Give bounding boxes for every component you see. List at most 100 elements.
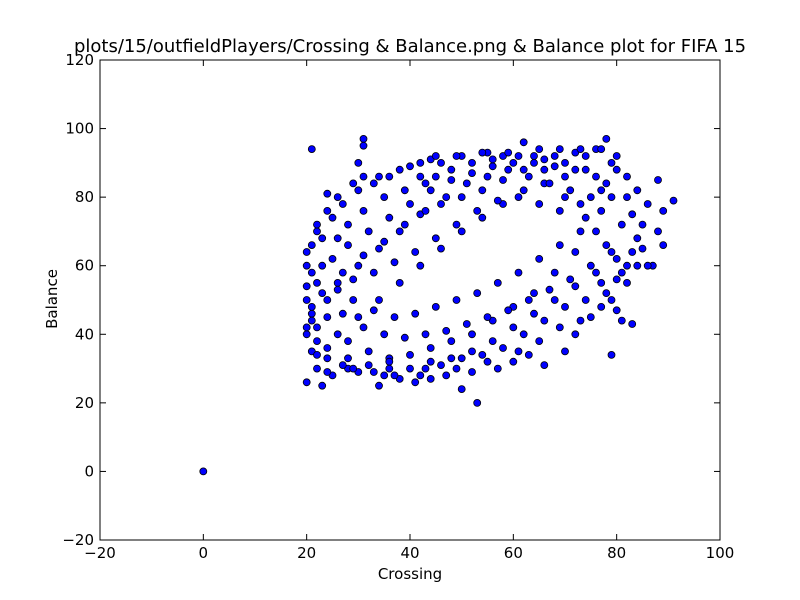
data-point	[514, 347, 523, 356]
data-point	[421, 330, 430, 339]
data-point	[359, 141, 368, 150]
data-point	[535, 145, 544, 154]
data-point	[550, 296, 559, 304]
data-point	[468, 158, 476, 167]
data-point	[302, 378, 311, 387]
data-point	[395, 227, 404, 236]
data-point	[400, 220, 409, 229]
data-point	[468, 330, 476, 339]
data-point	[442, 193, 451, 202]
data-point	[318, 234, 327, 243]
data-point	[602, 289, 611, 298]
data-point	[473, 289, 482, 298]
data-point	[488, 155, 497, 164]
data-point	[535, 200, 544, 208]
data-point	[581, 213, 590, 222]
data-point	[380, 371, 389, 380]
data-point	[369, 268, 378, 277]
data-point	[638, 220, 647, 229]
data-point	[555, 241, 564, 250]
data-point	[612, 254, 621, 263]
data-point	[333, 234, 342, 243]
data-point	[323, 313, 332, 322]
data-point	[442, 371, 451, 380]
data-point	[333, 278, 342, 287]
data-point	[323, 296, 332, 304]
data-point	[530, 309, 538, 318]
plot-frame	[99, 59, 721, 541]
data-point	[607, 248, 616, 256]
data-point	[468, 169, 476, 178]
data-point	[302, 296, 311, 304]
data-point	[307, 145, 316, 154]
data-point	[359, 206, 368, 215]
data-point	[406, 200, 414, 208]
data-point	[307, 302, 316, 311]
data-point	[338, 200, 347, 208]
y-tick-label: 120	[65, 51, 94, 69]
data-point	[313, 227, 321, 236]
data-point	[307, 316, 316, 325]
x-tick-label: 80	[607, 544, 626, 562]
data-point	[524, 296, 533, 304]
data-point	[581, 152, 590, 160]
data-point	[478, 148, 487, 157]
y-tick-label: 20	[75, 394, 94, 412]
data-point	[540, 165, 549, 174]
data-point	[519, 186, 528, 195]
data-point	[581, 296, 590, 304]
data-point	[313, 364, 321, 373]
data-point	[602, 179, 611, 188]
data-point	[483, 357, 492, 366]
x-tick-label: 60	[504, 544, 523, 562]
data-point	[437, 244, 445, 253]
data-point	[628, 248, 637, 256]
data-point	[555, 145, 564, 154]
data-point	[395, 278, 404, 287]
data-point	[452, 364, 461, 373]
data-point	[586, 261, 595, 270]
data-point	[576, 316, 585, 325]
data-point	[566, 186, 575, 195]
data-point	[571, 165, 580, 174]
data-point	[592, 172, 600, 181]
data-point	[344, 354, 352, 363]
data-point	[514, 152, 523, 160]
data-point	[509, 357, 518, 366]
data-point	[571, 248, 580, 256]
chart-title: plots/15/outfieldPlayers/Crossing & Bala…	[74, 36, 746, 57]
data-point	[535, 337, 544, 346]
data-point	[354, 261, 363, 270]
x-tick-label: −20	[84, 544, 116, 562]
data-point	[411, 248, 420, 256]
data-point	[328, 254, 337, 263]
data-point	[426, 344, 435, 352]
data-point	[550, 152, 559, 160]
y-tick-label: 60	[75, 257, 94, 275]
data-point	[628, 320, 637, 328]
data-point	[302, 323, 311, 332]
data-point	[369, 306, 378, 315]
data-point	[411, 309, 420, 318]
data-point	[375, 381, 383, 390]
data-point	[545, 179, 554, 188]
data-point	[390, 313, 399, 322]
data-point	[359, 172, 368, 181]
data-point	[349, 364, 358, 373]
data-point	[416, 371, 425, 380]
data-point	[406, 162, 414, 171]
data-point	[571, 330, 580, 339]
data-point	[400, 333, 409, 342]
data-point	[333, 193, 342, 202]
data-point	[586, 193, 595, 202]
data-point	[359, 251, 368, 260]
data-point	[364, 361, 373, 370]
data-point	[597, 145, 606, 154]
x-axis-title: Crossing	[378, 565, 442, 583]
x-tick-label: 0	[199, 544, 209, 562]
data-point	[659, 241, 668, 250]
data-point	[499, 344, 507, 352]
data-point	[545, 285, 554, 294]
data-point	[307, 309, 316, 318]
data-point	[452, 152, 461, 160]
